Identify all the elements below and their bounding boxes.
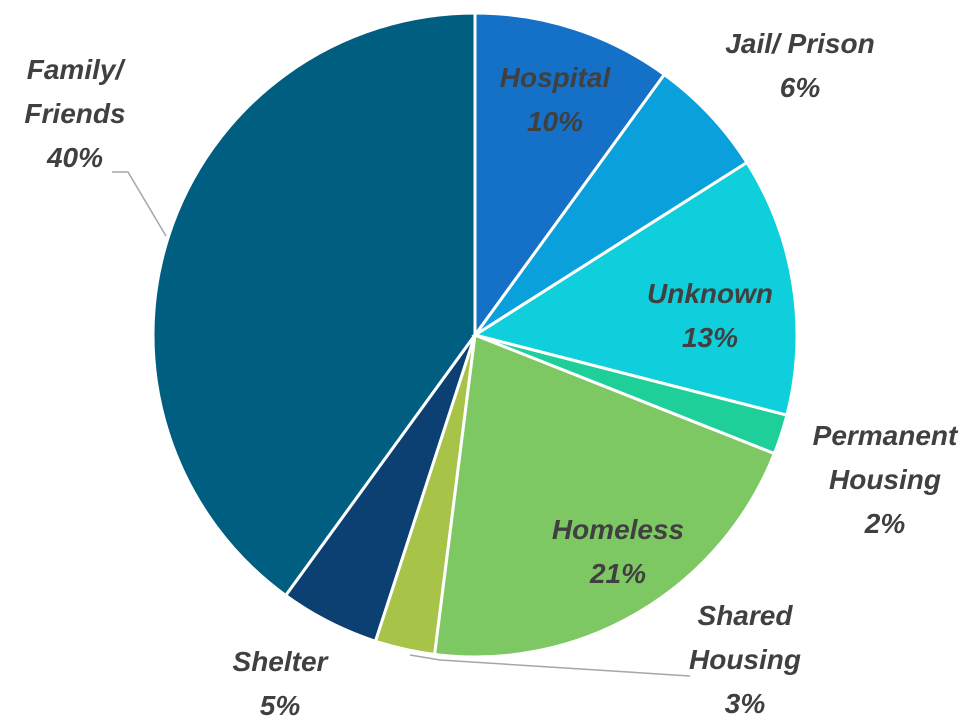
pie-slice [432, 332, 777, 659]
leader-line [409, 654, 691, 677]
leader-line [112, 171, 167, 237]
slice-label: Homeless 21% [508, 508, 728, 596]
slice-value: 6% [779, 72, 821, 103]
slice-value: 5% [259, 690, 301, 720]
slice-name: Jail/ Prison [725, 28, 875, 59]
slice-name: Permanent Housing [812, 420, 958, 495]
slice-label: Unknown 13% [600, 272, 820, 360]
slice-value: 40% [46, 142, 104, 173]
pie-slice [473, 11, 667, 340]
slice-name: Homeless [551, 514, 685, 545]
slice-name: Shelter [232, 646, 328, 677]
pie-slice [151, 11, 477, 598]
slice-value: 3% [724, 688, 766, 719]
slice-value: 21% [589, 558, 647, 589]
slice-name: Shared Housing [689, 600, 801, 675]
slice-label: Shared Housing 3% [665, 594, 825, 720]
slice-label: Shelter 5% [180, 640, 380, 720]
slice-label: Family/ Friends 40% [0, 48, 150, 180]
slice-value: 2% [864, 508, 906, 539]
pie-slice [471, 160, 799, 417]
slice-label: Hospital 10% [465, 56, 645, 144]
slice-value: 13% [681, 322, 739, 353]
slice-name: Hospital [499, 62, 611, 93]
slice-name: Family/ Friends [24, 54, 126, 129]
slice-name: Unknown [647, 278, 773, 309]
pie-slice [473, 72, 749, 337]
slice-label: Permanent Housing 2% [785, 414, 975, 546]
slice-value: 10% [526, 106, 584, 137]
slice-label: Jail/ Prison 6% [680, 22, 920, 110]
